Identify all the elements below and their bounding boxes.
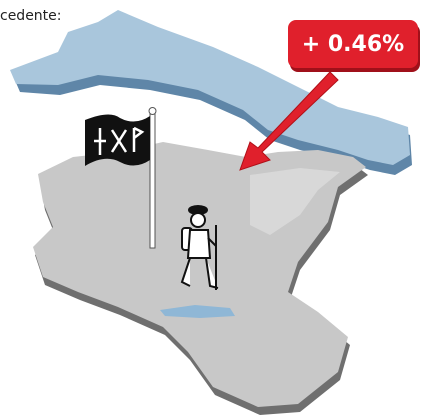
arrow: [239, 71, 339, 171]
flag: [85, 107, 157, 249]
land: [33, 142, 368, 415]
callout: + 0.46%: [288, 20, 420, 72]
hiker: [180, 205, 219, 290]
lake: [10, 10, 412, 175]
header-text: cedente:: [0, 8, 62, 24]
callout-text: + 0.46%: [302, 32, 404, 57]
